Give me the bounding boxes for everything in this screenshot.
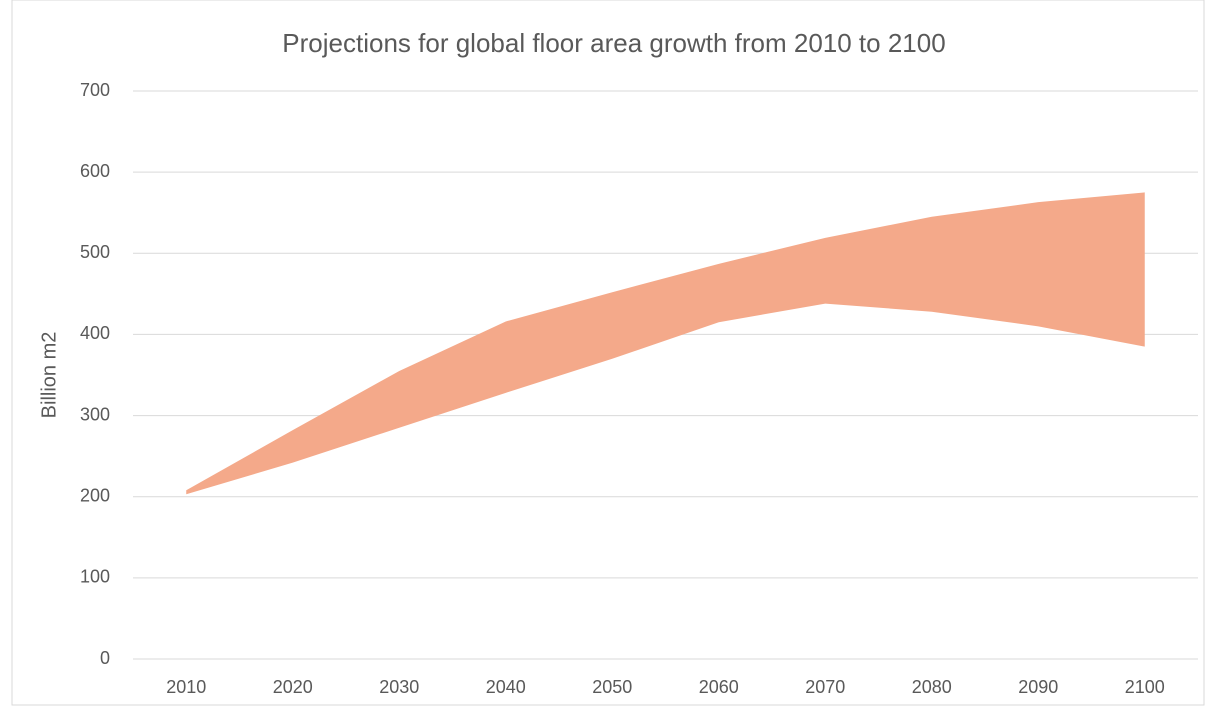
x-tick-label: 2060 [699, 677, 739, 697]
x-tick-label: 2020 [273, 677, 313, 697]
x-tick-label: 2050 [592, 677, 632, 697]
x-tick-label: 2030 [379, 677, 419, 697]
y-tick-label: 100 [80, 567, 110, 587]
x-tick-label: 2090 [1018, 677, 1058, 697]
x-tick-label: 2080 [912, 677, 952, 697]
y-tick-label: 600 [80, 161, 110, 181]
y-tick-label: 700 [80, 80, 110, 100]
y-tick-label: 0 [100, 648, 110, 668]
x-tick-label: 2100 [1125, 677, 1165, 697]
chart-title: Projections for global floor area growth… [282, 28, 945, 58]
y-tick-label: 400 [80, 323, 110, 343]
y-tick-label: 500 [80, 242, 110, 262]
chart-border [11, 0, 1205, 706]
x-tick-label: 2010 [166, 677, 206, 697]
y-tick-label: 300 [80, 404, 110, 424]
range-area [186, 192, 1145, 495]
y-tick-label: 200 [80, 485, 110, 505]
x-tick-label: 2040 [486, 677, 526, 697]
x-tick-label: 2070 [805, 677, 845, 697]
y-axis-label: Billion m2 [38, 332, 60, 419]
